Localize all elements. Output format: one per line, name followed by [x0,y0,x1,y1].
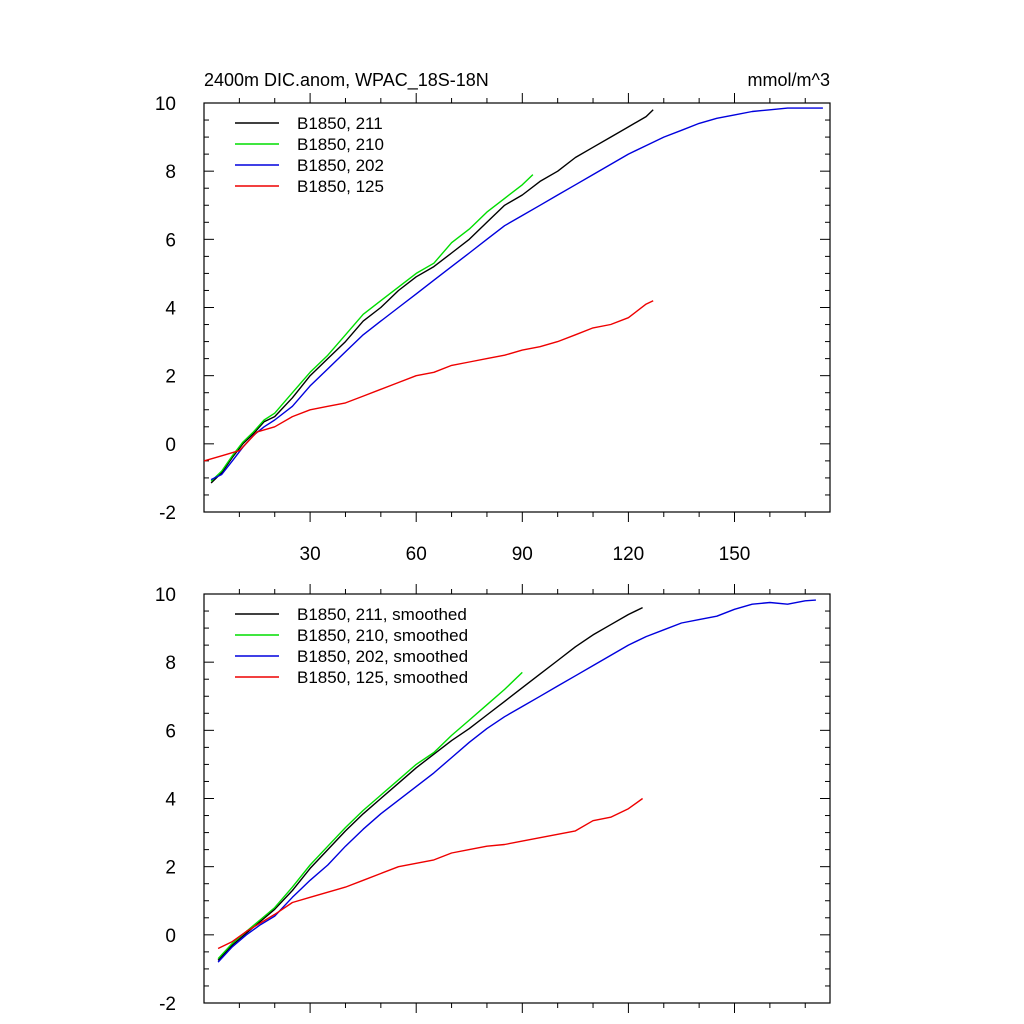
x-tick-label: 90 [512,544,533,565]
series-line-1 [217,671,523,960]
series-line-2 [217,599,816,963]
series-line-3 [217,797,644,950]
chart-title: 2400m DIC.anom, WPAC_18S-18N [204,70,489,91]
x-tick-label: 150 [719,544,751,565]
legend-label-1: B1850, 210, smoothed [297,626,468,645]
y-tick-label: -2 [159,503,176,524]
y-tick-label: 2 [165,367,176,388]
x-tick-label: 120 [613,544,645,565]
y-tick-label: 6 [165,721,176,742]
top-panel: 2400m DIC.anom, WPAC_18S-18N mmol/m^3 -2… [155,70,831,565]
y-tick-label: 0 [165,926,176,947]
series-line-3 [203,300,654,462]
y-tick-label: 0 [165,435,176,456]
legend-label-0: B1850, 211 [297,114,383,133]
legend-label-2: B1850, 202 [297,156,384,175]
legend-label-0: B1850, 211, smoothed [297,605,467,624]
y-tick-label: 6 [165,230,176,251]
x-tick-label: 60 [406,544,427,565]
bottom-panel: -2 0 2 4 6 8 10 B1850, 211, smoothed B1850, 210,… [155,584,831,1015]
y-tick-label: 4 [165,299,176,320]
series-line-0 [217,606,643,961]
y-tick-label: 10 [155,585,176,606]
legend-label-3: B1850, 125 [297,177,384,196]
y-tick-label: 4 [165,790,176,811]
y-tick-label: 8 [165,653,176,674]
legend-label-1: B1850, 210 [297,135,384,154]
y-tick-label: 2 [165,858,176,879]
units-label: mmol/m^3 [748,70,830,90]
y-tick-label: -2 [159,994,176,1015]
y-tick-label: 10 [155,94,176,115]
series-line-1 [210,174,534,482]
legend-label-3: B1850, 125, smoothed [297,668,468,687]
series-line-2 [210,107,823,481]
x-tick-label: 30 [300,544,321,565]
legend-label-2: B1850, 202, smoothed [297,647,468,666]
y-tick-label: 8 [165,162,176,183]
series-line-0 [210,109,654,484]
